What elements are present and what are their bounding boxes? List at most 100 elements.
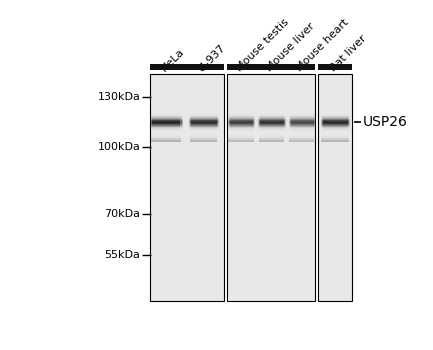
Bar — [264, 116, 265, 117]
Bar — [216, 114, 217, 115]
Bar — [292, 130, 293, 131]
Bar — [326, 122, 327, 123]
Bar — [154, 113, 155, 114]
Bar — [192, 123, 194, 124]
Bar — [195, 130, 197, 131]
Bar — [304, 125, 305, 126]
Bar — [173, 115, 174, 116]
Bar — [160, 120, 162, 121]
Text: USP26: USP26 — [363, 114, 408, 128]
Bar — [194, 117, 195, 118]
Bar — [211, 112, 213, 113]
Bar — [246, 129, 247, 130]
Bar — [280, 114, 281, 115]
Bar — [328, 115, 329, 116]
Bar — [229, 110, 231, 111]
Bar — [160, 132, 162, 133]
Bar — [188, 131, 189, 132]
Bar — [333, 118, 334, 119]
Bar — [290, 116, 291, 117]
Bar — [279, 128, 280, 129]
Bar — [204, 116, 206, 117]
Bar — [282, 111, 283, 112]
Bar — [321, 136, 349, 137]
Bar — [328, 130, 329, 131]
Bar — [258, 110, 259, 111]
Bar — [227, 131, 228, 132]
Bar — [289, 138, 314, 139]
Bar — [246, 130, 247, 131]
Bar — [267, 111, 268, 112]
Bar — [331, 124, 332, 125]
Bar — [309, 125, 310, 126]
Bar — [206, 123, 207, 124]
Bar — [245, 132, 246, 133]
Bar — [327, 132, 328, 133]
Bar — [277, 122, 278, 123]
Bar — [242, 111, 243, 112]
Bar — [334, 110, 335, 111]
Bar — [260, 131, 261, 132]
Bar — [174, 129, 175, 130]
Bar — [253, 126, 254, 127]
Bar — [241, 128, 242, 129]
Bar — [253, 120, 254, 121]
Bar — [178, 113, 179, 114]
Bar — [291, 112, 292, 113]
Bar — [228, 123, 229, 124]
Bar — [231, 127, 232, 128]
Bar — [155, 111, 156, 112]
Bar — [300, 119, 301, 120]
Bar — [282, 122, 283, 123]
Bar — [274, 131, 275, 132]
Bar — [189, 132, 191, 133]
Bar — [166, 117, 167, 118]
Bar — [334, 127, 335, 128]
Bar — [168, 112, 169, 113]
Bar — [238, 116, 239, 117]
Bar — [325, 118, 326, 119]
Bar — [342, 125, 343, 126]
Bar — [201, 115, 203, 116]
Bar — [206, 131, 207, 132]
Bar — [241, 112, 242, 113]
Bar — [176, 129, 177, 130]
Bar — [292, 113, 293, 114]
Bar — [292, 120, 293, 121]
Bar — [201, 114, 203, 115]
Bar — [311, 124, 312, 125]
Bar — [307, 128, 308, 129]
Bar — [214, 112, 216, 113]
Bar — [259, 116, 260, 117]
Bar — [165, 111, 166, 112]
Bar — [295, 127, 296, 128]
Bar — [179, 112, 181, 113]
Bar — [281, 112, 282, 113]
Bar — [240, 114, 241, 115]
Bar — [192, 122, 194, 123]
Bar — [173, 114, 174, 115]
Bar — [299, 117, 300, 118]
Bar — [171, 115, 173, 116]
Bar — [252, 110, 253, 111]
Bar — [166, 112, 167, 113]
Bar — [179, 121, 181, 122]
Bar — [213, 125, 214, 126]
Bar — [198, 127, 200, 128]
Bar — [328, 119, 329, 120]
Bar — [178, 132, 179, 133]
Bar — [338, 112, 339, 113]
Bar — [227, 130, 228, 131]
Bar — [239, 116, 240, 117]
Bar — [178, 125, 179, 126]
Bar — [211, 111, 213, 112]
Bar — [346, 120, 347, 121]
Bar — [348, 110, 349, 111]
Bar — [268, 123, 269, 124]
Bar — [160, 118, 162, 119]
Bar — [204, 129, 206, 130]
Bar — [214, 126, 216, 127]
Bar — [244, 131, 245, 132]
Bar — [282, 110, 283, 111]
Bar — [168, 132, 169, 133]
